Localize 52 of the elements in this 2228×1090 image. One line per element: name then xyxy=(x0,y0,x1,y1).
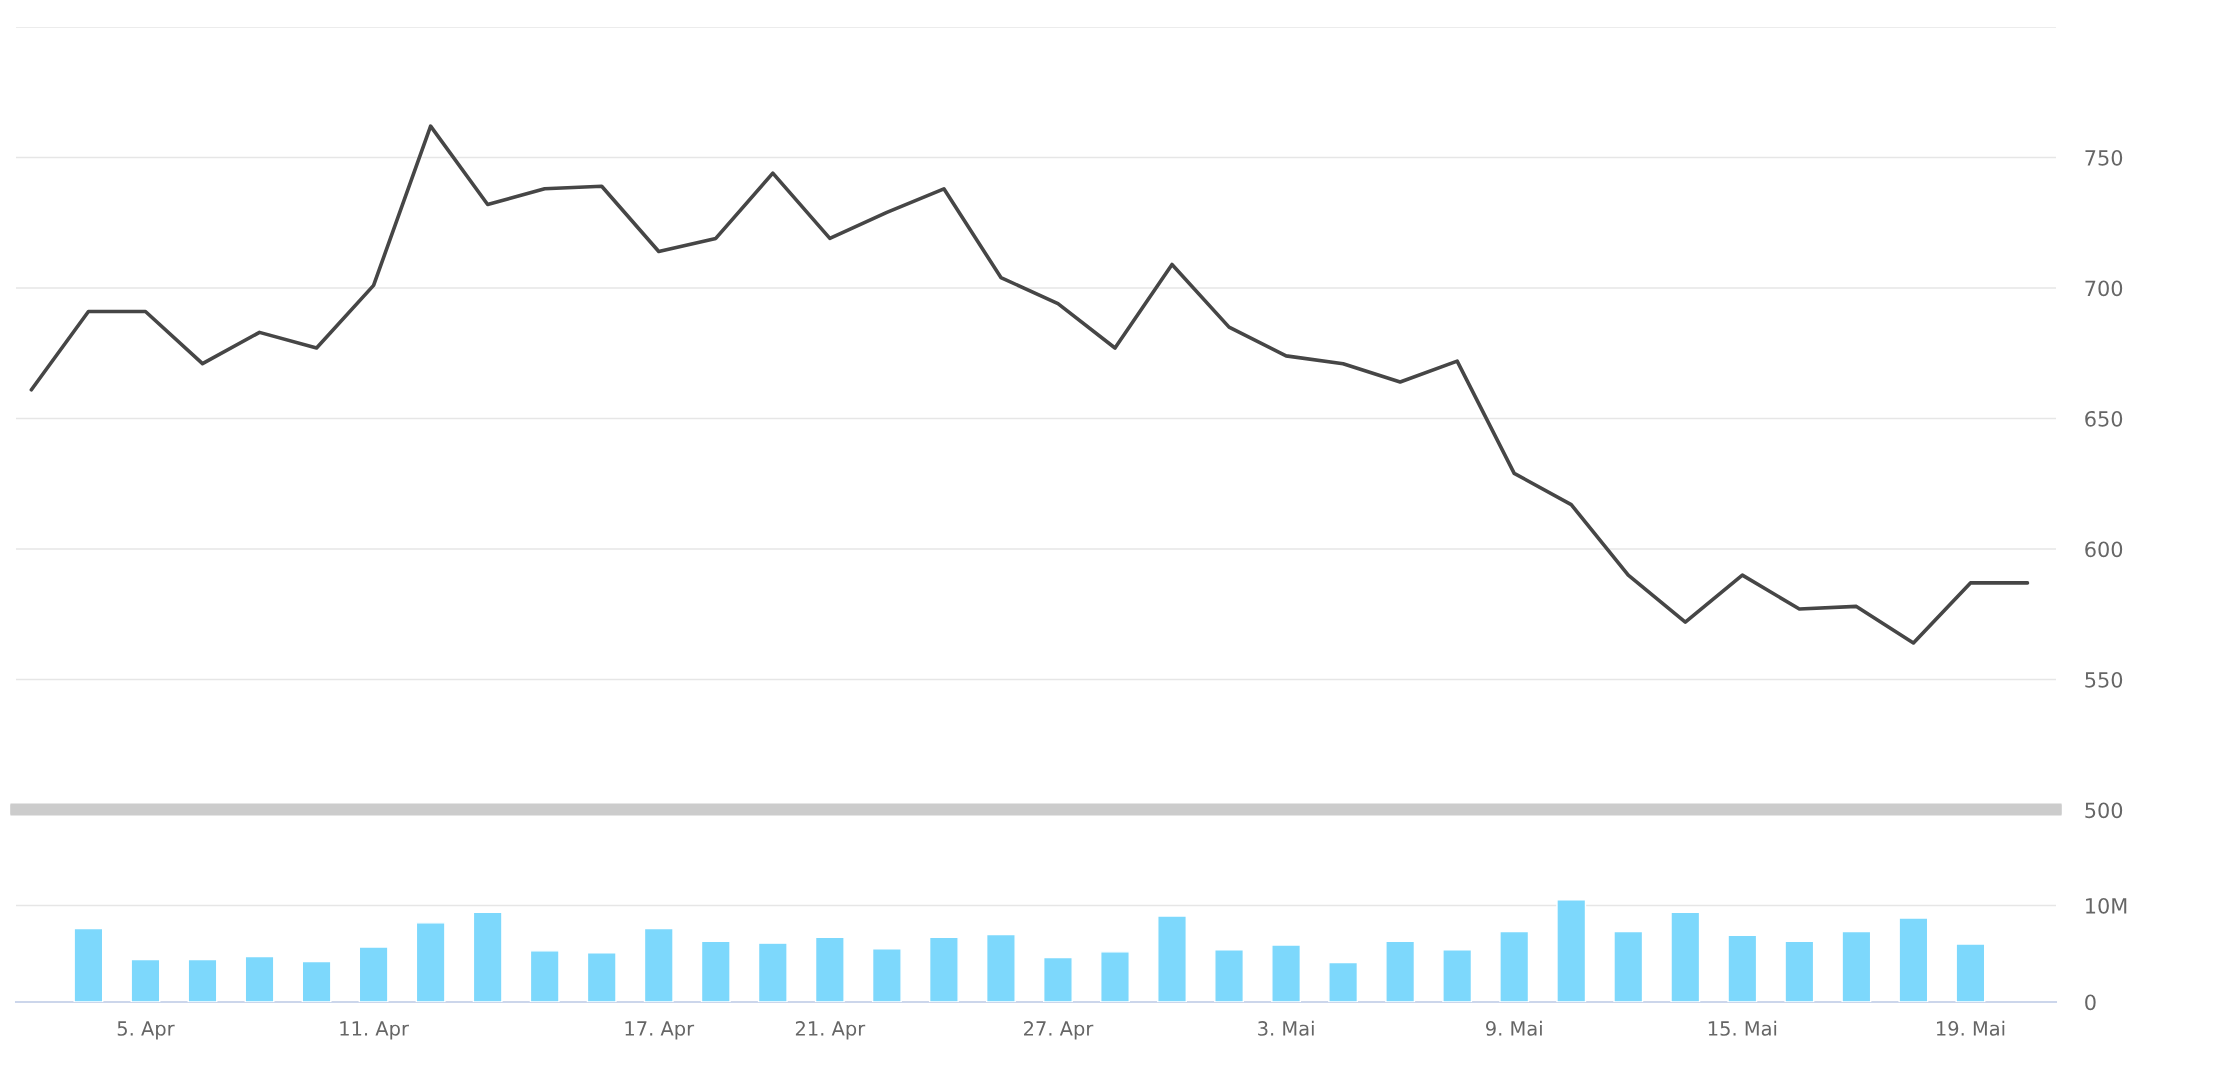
bar xyxy=(472,911,503,1002)
bar xyxy=(1556,899,1587,1002)
bar xyxy=(871,948,902,1002)
y-tick-label: 650 xyxy=(2085,410,2123,427)
bar xyxy=(1670,911,1701,1002)
y-tick-label: 10M xyxy=(2086,897,2127,914)
x-tick-label: 15. Mai xyxy=(1708,1020,1777,1036)
y-tick-label: 700 xyxy=(2085,280,2123,297)
bar xyxy=(985,933,1016,1002)
bar xyxy=(1271,944,1302,1002)
bar xyxy=(301,960,332,1002)
bar xyxy=(1898,917,1929,1002)
line-series xyxy=(29,124,2030,645)
x-tick-label: 19. Mai xyxy=(1936,1020,2005,1036)
bar xyxy=(1727,934,1758,1002)
bar xyxy=(1043,956,1073,1002)
bar xyxy=(1613,930,1644,1002)
bar xyxy=(928,936,959,1002)
bar xyxy=(1157,915,1187,1002)
bar xyxy=(1841,930,1872,1002)
bar xyxy=(1385,940,1416,1002)
bar xyxy=(529,950,560,1002)
x-tick-label: 3. Mai xyxy=(1258,1020,1314,1036)
x-tick-label: 9. Mai xyxy=(1486,1020,1542,1036)
bar xyxy=(1328,961,1359,1002)
bar xyxy=(1100,951,1130,1002)
x-tick-label: 11. Apr xyxy=(340,1021,409,1040)
bar xyxy=(73,927,104,1002)
bar xyxy=(1214,949,1245,1002)
bar xyxy=(1784,940,1815,1002)
bar xyxy=(643,927,674,1002)
bar xyxy=(1499,930,1530,1002)
y-tick-label: 0 xyxy=(2085,994,2096,1011)
bar xyxy=(244,955,275,1002)
bar xyxy=(415,922,446,1002)
y-tick-label: 550 xyxy=(2085,671,2123,688)
bar xyxy=(586,952,617,1002)
bar xyxy=(130,958,161,1002)
x-tick-label: 27. Apr xyxy=(1024,1021,1094,1040)
bar xyxy=(814,936,845,1002)
bar xyxy=(1955,943,1986,1002)
x-tick-label: 5. Apr xyxy=(117,1021,175,1040)
x-tick-label: 21. Apr xyxy=(795,1021,866,1040)
y-tick-label: 600 xyxy=(2085,541,2123,558)
bar xyxy=(1442,949,1473,1002)
x-tick-label: 17. Apr xyxy=(625,1021,695,1040)
bar xyxy=(700,940,731,1002)
y-tick-label: 750 xyxy=(2085,149,2123,166)
bar xyxy=(757,942,788,1002)
y-tick-label: 500 xyxy=(2085,802,2123,819)
bar xyxy=(187,958,218,1002)
bar xyxy=(358,946,389,1002)
